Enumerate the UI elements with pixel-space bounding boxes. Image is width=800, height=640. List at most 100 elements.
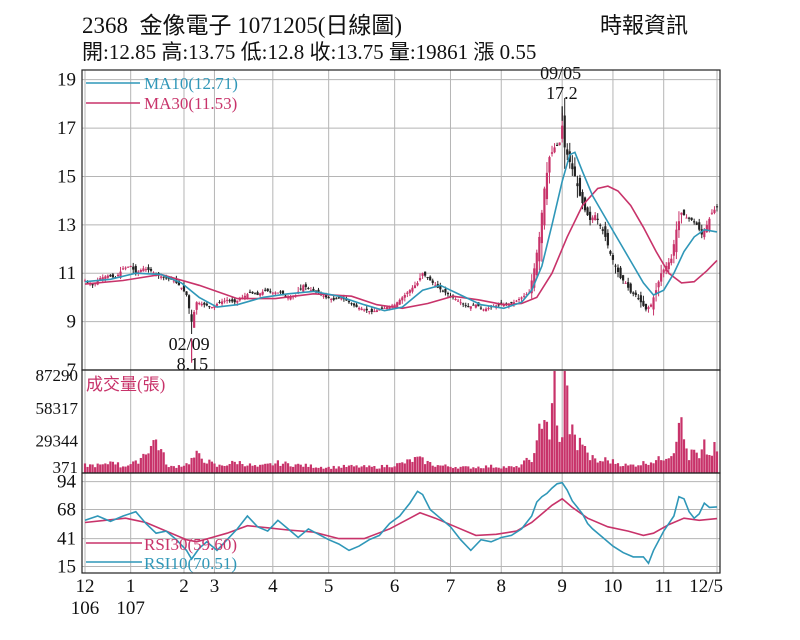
volume-bar [142,453,145,473]
rsi-tick-label: 94 [57,472,77,493]
volume-bar [162,452,165,473]
volume-bar [175,467,178,473]
panel-frame [81,69,721,371]
candle-body [223,300,226,302]
volume-bar [703,439,706,473]
candle-body [99,278,102,281]
volume-bar [700,449,703,473]
volume-bar [327,466,330,473]
volume-bar [530,462,533,473]
volume-bar [515,466,518,473]
candle-body [588,211,592,220]
candle-body [304,284,307,287]
candle-body [142,268,145,272]
volume-bar [583,446,587,473]
volume-bar [621,466,625,473]
candle-body [662,269,665,273]
volume-bar [378,468,381,473]
volume-bar [667,458,670,473]
candle-body [482,309,485,311]
volume-bar [695,452,698,473]
candle-body [218,301,221,303]
volume-bar [429,462,432,473]
candle-body [139,270,142,272]
chart-title: 2368 金像電子 1071205(日線圖) [82,13,403,38]
volume-bar [533,453,536,473]
panel-frame [81,369,721,474]
volume-bar [210,461,214,473]
volume-bar [687,460,691,473]
volume-bar [111,461,115,473]
volume-bar [325,467,328,473]
candle-body [124,267,127,269]
volume-bar [307,466,310,473]
volume-bar [170,465,173,473]
volume-bar [665,458,668,473]
volume-bar [624,463,627,473]
volume-bar [682,439,686,473]
candle-body [614,265,617,267]
candle-body [106,275,109,278]
candle-body [281,290,285,295]
candle-body [563,115,566,148]
rsi10-line [84,481,718,565]
candle-body [538,236,541,262]
volume-bar [708,455,711,473]
candle-body [182,285,186,292]
candle-body [548,157,551,173]
volume-bar [616,463,620,473]
candle-body [243,295,247,298]
volume-bar [627,465,630,473]
candle-body [578,177,582,196]
month-label: 12/5 [689,576,723,597]
year-label: 106 [71,598,100,619]
candle-body [627,282,630,288]
volume-bar [172,466,175,473]
volume-bar [342,464,345,473]
candle-body [647,307,650,310]
candle-body [111,274,115,278]
volume-bar [363,465,366,473]
candle-body [434,285,437,287]
volume-bar [467,466,470,473]
candle-body [571,163,574,170]
volume-bar [121,466,125,473]
volume-bar [203,462,206,473]
volume-bar [517,467,521,473]
volume-bar [571,424,574,473]
volume-title: 成交量(張) [86,375,165,394]
candle-body [401,297,404,301]
candle-body [370,308,373,312]
candle-body [606,232,609,246]
candle-body [352,303,356,306]
volume-bar [266,463,269,473]
candle-body [715,206,719,208]
candle-body [583,197,587,211]
volume-bar [654,460,658,473]
candle-body [121,268,125,270]
volume-bar [337,466,340,473]
volume-bar [652,463,655,473]
volume-bar [314,467,318,473]
volume-bar [213,463,216,473]
volume-bar [634,466,637,473]
candle-body [545,172,549,200]
volume-bar [563,370,566,473]
candle-body [558,142,561,146]
month-label: 6 [390,576,400,597]
volume-bar [223,465,226,473]
candle-body [350,303,353,305]
candle-body [398,299,401,305]
volume-bar [599,460,602,473]
volume-bar [248,463,252,473]
candle-body [639,295,642,303]
volume-bar [604,457,607,473]
candle-body [474,304,477,308]
volume-bar [426,460,429,473]
candle-body [637,298,640,300]
candle-body [396,302,399,307]
candle-body [279,291,282,293]
rsi30-legend-label: RSI30(59.60) [144,535,237,554]
volume-bar [88,464,92,473]
